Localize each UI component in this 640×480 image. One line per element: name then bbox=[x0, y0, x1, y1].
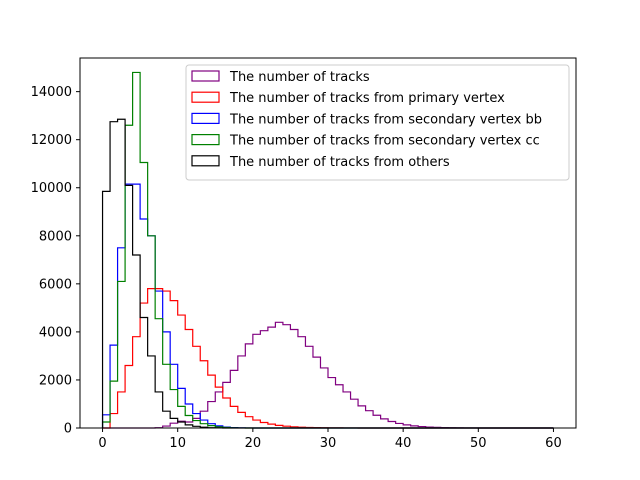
legend-swatch bbox=[191, 91, 220, 103]
y-tick-label: 8000 bbox=[39, 229, 72, 244]
x-tick-label: 30 bbox=[320, 436, 337, 451]
y-tick-label: 6000 bbox=[39, 277, 72, 292]
x-tick-label: 50 bbox=[470, 436, 487, 451]
x-axis: 0 10 20 30 40 50 60 bbox=[98, 428, 562, 451]
legend-label: The number of tracks from secondary vert… bbox=[229, 134, 540, 149]
legend: The number of tracks The number of tracks… bbox=[185, 64, 570, 181]
x-tick-label: 0 bbox=[98, 436, 106, 451]
x-tick-label: 60 bbox=[545, 436, 562, 451]
y-tick-label: 10000 bbox=[31, 181, 72, 196]
legend-label: The number of tracks from secondary vert… bbox=[229, 112, 542, 127]
y-tick-label: 2000 bbox=[39, 373, 72, 388]
x-tick-label: 40 bbox=[395, 436, 412, 451]
legend-swatch bbox=[191, 155, 220, 167]
y-tick-label: 0 bbox=[64, 422, 72, 437]
legend-swatch bbox=[191, 112, 220, 125]
legend-box bbox=[185, 64, 570, 181]
legend-label: The number of tracks bbox=[229, 70, 370, 85]
x-tick-label: 20 bbox=[245, 436, 262, 451]
legend-swatch bbox=[191, 134, 220, 146]
y-tick-label: 4000 bbox=[39, 325, 72, 340]
series-2-step-line bbox=[101, 183, 554, 429]
y-tick-label: 14000 bbox=[31, 85, 72, 100]
y-axis: 0 2000 4000 6000 8000 10000 12000 14000 bbox=[31, 85, 80, 437]
y-tick-label: 12000 bbox=[31, 133, 72, 148]
legend-swatch bbox=[191, 70, 220, 82]
legend-label: The number of tracks from others bbox=[229, 155, 450, 170]
legend-label: The number of tracks from primary vertex bbox=[229, 91, 505, 106]
x-tick-label: 10 bbox=[169, 436, 186, 451]
